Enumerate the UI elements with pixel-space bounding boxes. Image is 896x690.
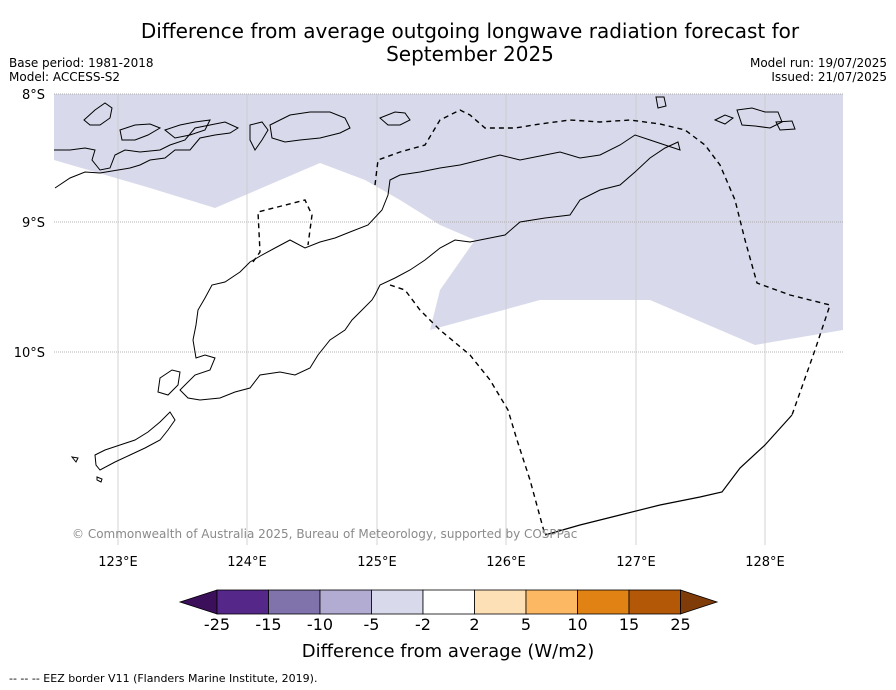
base-period-info: Base period: 1981-2018 Model: ACCESS-S2 xyxy=(9,56,154,84)
copyright-notice: © Commonwealth of Australia 2025, Bureau… xyxy=(72,527,577,541)
anomaly-region xyxy=(54,94,843,345)
colorbar: -25 -15 -10 -5 -2 2 5 10 15 25 Differenc… xyxy=(178,589,719,662)
lon-label-128e: 128°E xyxy=(745,555,785,570)
flores-coast xyxy=(54,121,240,189)
colorbar-tick-label: 25 xyxy=(670,615,690,634)
colorbar-segment-3 xyxy=(319,589,372,615)
ndao-coast xyxy=(70,456,79,463)
colorbar-segment-5 xyxy=(422,589,475,615)
colorbar-title: Difference from average (W/m2) xyxy=(302,641,594,662)
semau-coast xyxy=(157,369,181,396)
lon-label-124e: 124°E xyxy=(227,555,267,570)
colorbar-tick-label: 5 xyxy=(521,615,531,634)
colorbar-segment-9 xyxy=(628,589,681,615)
lon-label-126e: 126°E xyxy=(486,555,526,570)
colorbar-tick-label: -25 xyxy=(204,615,230,634)
base-period: Base period: 1981-2018 xyxy=(9,56,154,70)
colorbar-segment-6 xyxy=(474,589,527,615)
lon-label-125e: 125°E xyxy=(357,555,397,570)
map-title: Difference from average outgoing longwav… xyxy=(140,19,800,66)
pantar-coast xyxy=(249,121,269,151)
atauro-coast xyxy=(655,96,667,109)
colorbar-segment-2 xyxy=(268,589,321,615)
colorbar-tick-label: 10 xyxy=(567,615,587,634)
eez-border xyxy=(252,109,831,536)
colorbar-segment-4 xyxy=(371,589,424,615)
lon-label-123e: 123°E xyxy=(98,555,138,570)
colorbar-segment-1 xyxy=(216,589,269,615)
wetar-coast xyxy=(379,111,411,126)
eez-oecusse xyxy=(252,199,313,263)
colorbar-segment-8 xyxy=(577,589,630,615)
timor-coast xyxy=(179,134,681,401)
eez-east-solid xyxy=(544,414,793,536)
colorbar-tick-label: -10 xyxy=(307,615,333,634)
gridlines xyxy=(54,93,843,353)
kisar-coast xyxy=(713,114,735,125)
colorbar-tick-label: 2 xyxy=(469,615,479,634)
north-island-coast xyxy=(83,102,113,126)
lon-label-127e: 127°E xyxy=(616,555,656,570)
alor-coast xyxy=(269,111,351,143)
small-islet-coast xyxy=(96,476,103,483)
coastlines xyxy=(54,96,796,483)
eez-footnote: -- -- -- EEZ border V11 (Flanders Marine… xyxy=(9,672,318,685)
colorbar-segment-7 xyxy=(525,589,578,615)
lembata-coast xyxy=(163,119,211,139)
lat-label-10s: 10°S xyxy=(14,346,45,361)
eez-south xyxy=(389,284,546,536)
colorbar-tick-label: -15 xyxy=(255,615,281,634)
rote-coast xyxy=(94,411,176,471)
meridians xyxy=(117,94,766,545)
colorbar-tick-label: 15 xyxy=(619,615,639,634)
colorbar-tick-label: -2 xyxy=(415,615,431,634)
colorbar-min-extension xyxy=(178,589,218,615)
lat-label-8s: 8°S xyxy=(22,88,45,103)
issued-date: Issued: 21/07/2025 xyxy=(771,70,887,84)
model-name: Model: ACCESS-S2 xyxy=(9,70,121,84)
model-run-date: Model run: 19/07/2025 xyxy=(749,56,887,70)
lat-label-9s: 9°S xyxy=(22,216,45,231)
model-run-info: Model run: 19/07/2025 Issued: 21/07/2025 xyxy=(750,56,887,84)
solor-coast xyxy=(119,123,162,141)
moa-coast xyxy=(775,120,796,131)
colorbar-tick-label: -5 xyxy=(364,615,380,634)
colorbar-max-extension xyxy=(680,589,719,615)
